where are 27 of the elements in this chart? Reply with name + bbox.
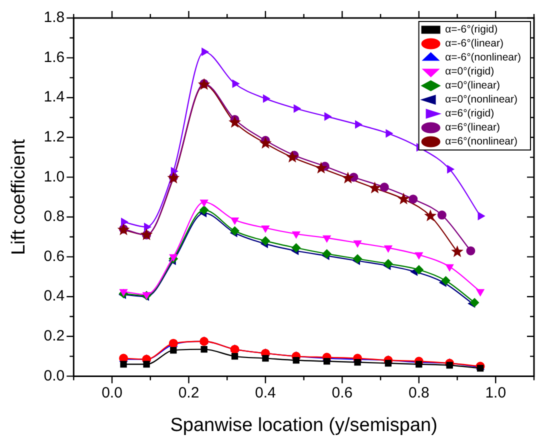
y-tick-label: 1.6 <box>44 48 65 66</box>
x-tick-label: 0.6 <box>332 384 353 402</box>
legend-label: α=0°(linear) <box>445 80 500 92</box>
legend-label: α=-6°(nonlinear) <box>445 52 522 64</box>
y-tick-label: 0.2 <box>44 328 65 345</box>
legend-label: α=-6°(linear) <box>445 38 504 50</box>
y-tick-label: 0.4 <box>44 288 65 305</box>
legend-label: α=-6°(rigid) <box>445 24 498 36</box>
legend-label: α=6°(linear) <box>445 122 500 134</box>
legend-label: α=0°(rigid) <box>445 66 494 78</box>
y-tick-label: 1.0 <box>44 168 65 186</box>
x-tick-label: 0.8 <box>408 384 430 402</box>
y-tick-label: 1.8 <box>44 9 65 26</box>
y-tick-label: 0.6 <box>44 248 65 265</box>
y-tick-label: 1.2 <box>44 128 65 146</box>
x-tick-label: 1.0 <box>485 384 506 402</box>
x-tick-label: 0.0 <box>102 384 122 402</box>
y-tick-label: 0.8 <box>44 208 65 226</box>
x-tick-label: 0.4 <box>255 384 276 402</box>
y-tick-label: 1.4 <box>44 88 65 106</box>
legend-label: α=0°(nonlinear) <box>445 94 518 106</box>
y-axis-title: Lift coefficient <box>8 138 30 256</box>
legend-label: α=6°(rigid) <box>445 108 494 120</box>
legend-label: α=6°(nonlinear) <box>445 136 518 148</box>
x-axis-title: Spanwise location (y/semispan) <box>170 414 438 436</box>
y-tick-label: 0.0 <box>44 367 65 384</box>
x-tick-label: 0.2 <box>178 384 200 402</box>
